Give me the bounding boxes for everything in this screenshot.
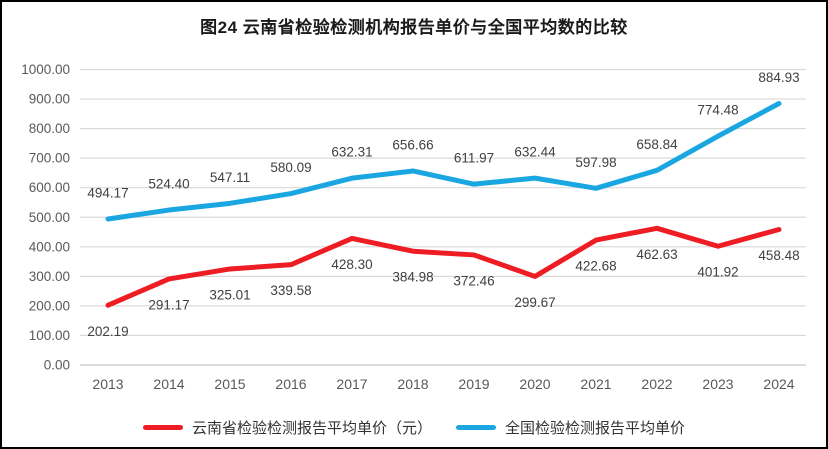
series-line-1 [105,101,782,222]
data-label-1: 632.31 [331,145,372,160]
data-label-1: 658.84 [636,137,678,152]
legend-label-0: 云南省检验检测报告平均单价（元） [191,420,432,437]
x-tick-label: 2018 [397,376,428,392]
legend-label-1: 全国检验检测报告平均单价 [505,420,686,437]
y-tick-label: 800.00 [29,121,70,136]
data-label-1: 656.66 [392,137,433,152]
data-label-1: 632.44 [514,145,556,160]
x-tick-label: 2022 [641,376,672,392]
data-label-0: 428.30 [331,257,372,272]
data-label-0: 299.67 [514,295,555,310]
y-tick-label: 600.00 [29,180,70,195]
y-tick-label: 400.00 [29,239,70,254]
y-tick-label: 0.00 [44,358,70,373]
data-label-0: 372.46 [453,273,494,288]
data-label-0: 422.68 [575,259,616,274]
y-tick-label: 100.00 [29,328,70,343]
data-label-0: 462.63 [636,247,677,262]
data-label-1: 580.09 [270,160,311,175]
y-tick-label: 900.00 [29,92,70,107]
data-label-1: 524.40 [148,177,189,192]
x-tick-label: 2016 [275,376,306,392]
series-line-0 [105,225,782,308]
data-label-0: 291.17 [148,297,189,312]
data-label-1: 597.98 [575,155,616,170]
y-tick-label: 1000.00 [21,62,70,77]
data-label-1: 884.93 [758,70,799,85]
data-label-1: 611.97 [454,151,494,166]
x-tick-label: 2024 [763,376,794,392]
x-tick-label: 2017 [336,376,367,392]
data-label-1: 547.11 [210,170,250,185]
legend-item-0: 云南省检验检测报告平均单价（元） [142,417,432,438]
data-label-0: 339.58 [270,283,311,298]
data-label-0: 384.98 [392,270,433,285]
data-label-0: 458.48 [758,248,799,263]
y-tick-label: 200.00 [29,298,70,313]
chart-title: 图24 云南省检验检测机构报告单价与全国平均数的比较 [200,18,628,37]
chart-legend: 云南省检验检测报告平均单价（元） 全国检验检测报告平均单价 [2,417,826,438]
x-tick-label: 2013 [92,376,123,392]
y-tick-label: 500.00 [29,210,70,225]
x-tick-label: 2020 [519,376,550,392]
y-tick-label: 300.00 [29,269,70,284]
x-tick-label: 2014 [153,376,184,392]
data-label-0: 401.92 [697,265,738,280]
data-label-0: 325.01 [209,287,250,302]
y-tick-label: 700.00 [29,151,70,166]
data-label-1: 774.48 [697,103,738,118]
data-label-1: 494.17 [87,185,128,200]
legend-item-1: 全国检验检测报告平均单价 [456,417,685,438]
x-tick-label: 2023 [702,376,733,392]
legend-swatch-1 [456,425,496,430]
legend-swatch-0 [142,425,183,430]
x-tick-label: 2019 [458,376,489,392]
x-tick-label: 2021 [580,376,611,392]
x-tick-label: 2015 [214,376,245,392]
data-label-0: 202.19 [87,324,128,339]
